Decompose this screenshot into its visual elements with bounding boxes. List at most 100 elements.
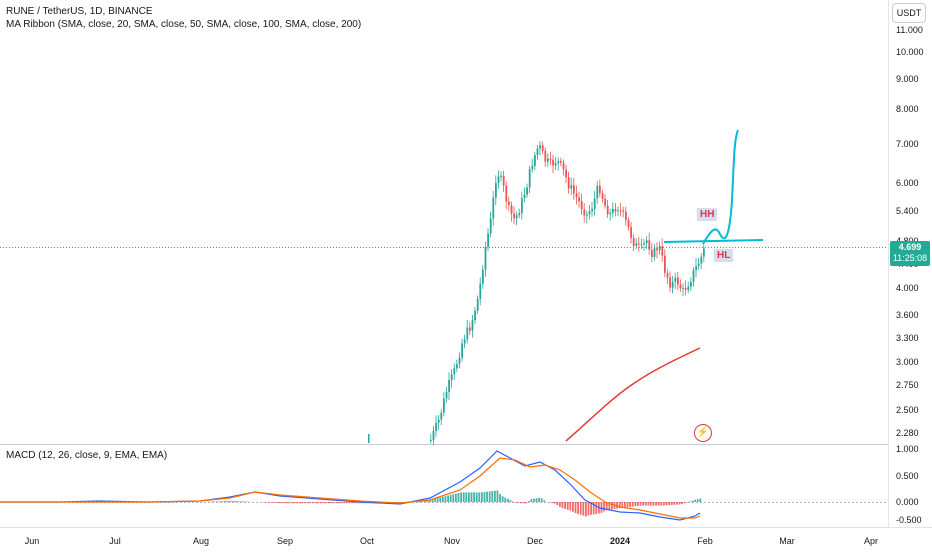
macd-histogram-bar — [307, 502, 309, 503]
macd-histogram-bar — [299, 502, 301, 503]
macd-histogram-bar — [655, 502, 657, 506]
macd-histogram-bar — [463, 492, 465, 502]
candle — [586, 214, 588, 215]
candle — [563, 162, 565, 169]
macd-line — [0, 451, 700, 520]
macd-histogram-bar — [543, 500, 545, 502]
macd-label: MACD (12, 26, close, 9, EMA, EMA) — [6, 450, 167, 461]
macd-histogram-bar — [666, 502, 668, 505]
candle — [568, 177, 570, 188]
time-label: Aug — [193, 536, 209, 546]
macd-histogram-bar — [637, 502, 639, 506]
macd-histogram-bar — [676, 502, 678, 505]
macd-histogram-bar — [458, 493, 460, 502]
macd-histogram-bar — [481, 492, 483, 502]
macd-histogram-bar — [296, 502, 298, 503]
macd-histogram-bar — [507, 499, 509, 502]
candle — [433, 431, 435, 440]
candle — [479, 284, 481, 299]
lightning-bolt-icon[interactable]: ⚡ — [694, 424, 712, 442]
macd-histogram-bar — [510, 500, 512, 502]
macd-histogram-bar — [270, 502, 272, 503]
candle — [693, 270, 695, 282]
candles — [368, 141, 705, 446]
candle — [472, 320, 474, 331]
macd-histogram-bar — [634, 502, 636, 506]
candle — [518, 213, 520, 215]
macd-histogram-bar — [489, 491, 491, 502]
price-label: 6.000 — [896, 178, 919, 188]
macd-histogram-bar — [580, 502, 582, 515]
signal-line — [0, 458, 700, 518]
macd-histogram-bar — [281, 502, 283, 503]
macd-histogram-bar — [499, 494, 501, 502]
symbol-legend[interactable]: RUNE / TetherUS, 1D, BINANCE — [6, 6, 153, 17]
macd-histogram-bar — [528, 501, 530, 502]
candle — [485, 247, 487, 270]
macd-histogram-bar — [668, 502, 670, 505]
bar-countdown: 11:25:08 — [890, 253, 930, 264]
candle — [534, 155, 536, 166]
macd-histogram-bar — [450, 495, 452, 502]
candle — [451, 374, 453, 380]
macd-histogram-bar — [213, 501, 215, 502]
candle — [615, 209, 617, 211]
current-price-badge: 4.699 11:25:08 — [890, 241, 930, 266]
candle — [648, 240, 650, 250]
price-label: 3.300 — [896, 333, 919, 343]
time-label: Mar — [779, 536, 795, 546]
price-label: 2.750 — [896, 380, 919, 390]
macd-histogram-bar — [681, 502, 683, 504]
candle — [646, 240, 648, 243]
macd-histogram-bar — [346, 502, 348, 503]
price-label: 3.600 — [896, 310, 919, 320]
macd-histogram-bar — [442, 497, 444, 502]
price-label: 5.400 — [896, 206, 919, 216]
candle — [440, 413, 442, 420]
macd-histogram-bar — [556, 502, 558, 505]
candle — [565, 170, 567, 178]
candle — [526, 187, 528, 194]
hh-label[interactable]: HH — [697, 208, 717, 221]
macd-histogram-bar — [455, 494, 457, 502]
macd-histogram-bar — [575, 502, 577, 513]
macd-histogram-bar — [663, 502, 665, 505]
macd-histogram-bar — [276, 502, 278, 503]
macd-histogram-bar — [283, 502, 285, 503]
macd-histogram-bar — [588, 502, 590, 516]
time-label: Sep — [277, 536, 293, 546]
candle — [448, 380, 450, 392]
candle — [607, 206, 609, 215]
candle — [547, 159, 549, 162]
macd-histogram-bar — [517, 502, 519, 503]
ma-ribbon-label: MA Ribbon (SMA, close, 20, SMA, close, 5… — [6, 19, 361, 30]
resistance-line — [664, 240, 763, 242]
candle — [521, 198, 523, 213]
price-label: 2.280 — [896, 428, 919, 438]
currency-button[interactable]: USDT — [892, 3, 926, 23]
indicator-legend[interactable]: MA Ribbon (SMA, close, 20, SMA, close, 5… — [6, 19, 361, 30]
hl-label[interactable]: HL — [714, 249, 733, 262]
candle — [503, 176, 505, 186]
macd-histogram-bar — [642, 502, 644, 506]
macd-histogram-bar — [671, 502, 673, 505]
candle — [612, 209, 614, 213]
macd-histogram-bar — [348, 502, 350, 503]
macd-legend[interactable]: MACD (12, 26, close, 9, EMA, EMA) — [6, 450, 167, 461]
candle — [529, 169, 531, 187]
macd-histogram-bar — [478, 492, 480, 502]
macd-histogram-bar — [312, 502, 314, 503]
candle — [446, 392, 448, 398]
macd-histogram-bar — [291, 502, 293, 503]
macd-histogram-bar — [577, 502, 579, 514]
time-label: Feb — [697, 536, 713, 546]
candle — [435, 423, 437, 431]
candle — [368, 434, 370, 443]
macd-histogram-bar — [645, 502, 647, 506]
candle — [550, 159, 552, 160]
macd-histogram-bar — [520, 502, 522, 503]
macd-axis-label: 1.000 — [896, 444, 919, 454]
macd-histogram-bar — [491, 491, 493, 502]
